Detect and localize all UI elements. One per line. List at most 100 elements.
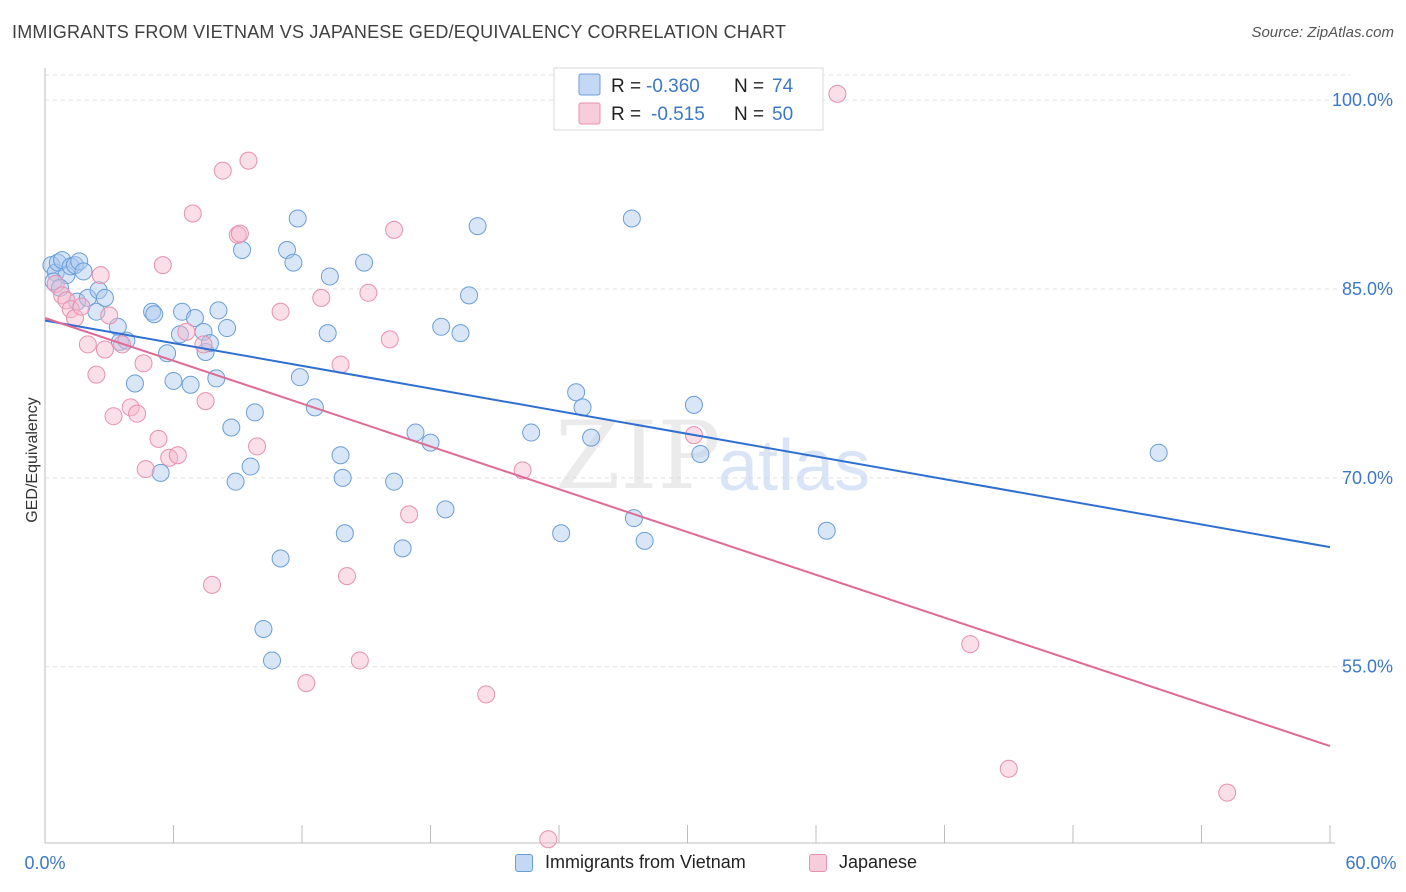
point-vietnam	[95, 288, 114, 307]
point-japanese	[385, 220, 404, 239]
point-japanese	[331, 355, 350, 374]
grid-lines	[45, 74, 1350, 668]
point-japanese	[1218, 783, 1237, 802]
point-vietnam	[817, 521, 836, 540]
point-japanese	[100, 306, 119, 325]
legend-box: R = -0.360 N = 74 R = -0.515 N = 50	[553, 67, 824, 131]
point-vietnam	[468, 217, 487, 236]
point-vietnam	[143, 302, 162, 321]
point-vietnam	[460, 286, 479, 305]
axes	[44, 68, 1335, 844]
watermark-atlas: atlas	[718, 426, 870, 506]
y-tick-label: 70.0%	[1342, 468, 1393, 488]
point-vietnam	[70, 252, 89, 271]
point-vietnam	[245, 403, 264, 422]
point-vietnam	[331, 446, 350, 465]
trend-lines	[44, 317, 1331, 748]
legend-swatch-vietnam	[578, 73, 601, 96]
legend-r-value-japanese: -0.515	[651, 104, 705, 125]
point-vietnam	[226, 472, 245, 491]
point-japanese	[380, 330, 399, 349]
point-vietnam	[290, 368, 309, 387]
point-japanese	[350, 651, 369, 670]
point-vietnam	[218, 319, 237, 338]
point-japanese	[539, 830, 558, 849]
point-vietnam	[393, 539, 412, 558]
point-vietnam	[320, 267, 339, 286]
watermark: ZIP atlas	[555, 402, 870, 511]
point-japanese	[213, 161, 232, 180]
point-vietnam	[164, 371, 183, 390]
point-japanese	[78, 335, 97, 354]
point-vietnam	[451, 324, 470, 343]
point-japanese	[203, 575, 222, 594]
point-japanese	[828, 84, 847, 103]
point-japanese	[312, 288, 331, 307]
point-japanese	[513, 461, 532, 480]
bottom-legend-swatch-vietnam	[515, 853, 533, 872]
bottom-legend-japanese: Japanese	[809, 852, 917, 873]
point-vietnam	[684, 395, 703, 414]
x-tick-label: 0.0%	[24, 853, 65, 873]
tick-labels: 55.0% 70.0% 85.0% 100.0% 0.0% 60.0%	[24, 90, 1396, 873]
legend-swatch-japanese	[578, 102, 601, 125]
point-japanese	[248, 437, 267, 456]
point-vietnam	[233, 241, 252, 260]
point-vietnam	[74, 262, 93, 281]
point-japanese	[95, 340, 114, 359]
legend-r-value-vietnam: -0.360	[646, 76, 700, 97]
point-vietnam	[522, 423, 541, 442]
y-tick-label: 100.0%	[1332, 90, 1393, 110]
point-japanese	[104, 407, 123, 426]
point-japanese	[149, 429, 168, 448]
legend-r-label-vietnam: R =	[611, 76, 641, 97]
point-japanese	[136, 460, 155, 479]
point-japanese	[196, 392, 215, 411]
point-vietnam	[263, 651, 282, 670]
point-japanese	[999, 759, 1018, 778]
y-axis-label: GED/Equivalency	[24, 397, 41, 522]
point-vietnam	[200, 334, 219, 353]
point-vietnam	[624, 509, 643, 528]
point-vietnam	[582, 428, 601, 447]
bottom-legend-label-japanese: Japanese	[839, 852, 918, 872]
point-vietnam	[151, 463, 170, 482]
point-vietnam	[254, 619, 273, 638]
watermark-zip: ZIP	[555, 402, 721, 511]
point-vietnam	[145, 305, 164, 324]
point-vietnam	[333, 468, 352, 487]
chart-title: IMMIGRANTS FROM VIETNAM VS JAPANESE GED/…	[12, 22, 787, 42]
point-japanese	[400, 505, 419, 524]
legend-n-value-japanese: 50	[772, 104, 793, 125]
point-vietnam	[185, 308, 204, 327]
point-vietnam	[209, 301, 228, 320]
point-japanese	[87, 365, 106, 384]
point-vietnam	[567, 383, 586, 402]
point-japanese	[271, 302, 290, 321]
point-japanese	[91, 266, 110, 285]
point-vietnam	[436, 500, 455, 519]
point-japanese	[177, 322, 196, 341]
point-japanese	[134, 354, 153, 373]
point-vietnam	[622, 209, 641, 228]
point-japanese	[153, 256, 172, 275]
point-japanese	[477, 685, 496, 704]
bottom-legend-swatch-japanese	[809, 853, 827, 872]
bottom-legend-label-vietnam: Immigrants from Vietnam	[545, 852, 746, 872]
point-japanese	[183, 204, 202, 223]
point-japanese	[128, 404, 147, 423]
point-japanese	[61, 300, 80, 319]
legend-n-label-japanese: N =	[734, 104, 764, 125]
point-vietnam	[271, 549, 290, 568]
point-japanese	[46, 274, 65, 293]
legend-r-label-japanese: R =	[611, 104, 641, 125]
series-vietnam-points	[42, 86, 1168, 670]
point-japanese	[297, 674, 316, 693]
point-vietnam	[432, 317, 451, 336]
point-vietnam	[385, 472, 404, 491]
point-vietnam	[1149, 443, 1168, 462]
bottom-legend-vietnam: Immigrants from Vietnam	[515, 852, 746, 873]
point-vietnam	[288, 209, 307, 228]
y-tick-label: 55.0%	[1342, 657, 1393, 677]
